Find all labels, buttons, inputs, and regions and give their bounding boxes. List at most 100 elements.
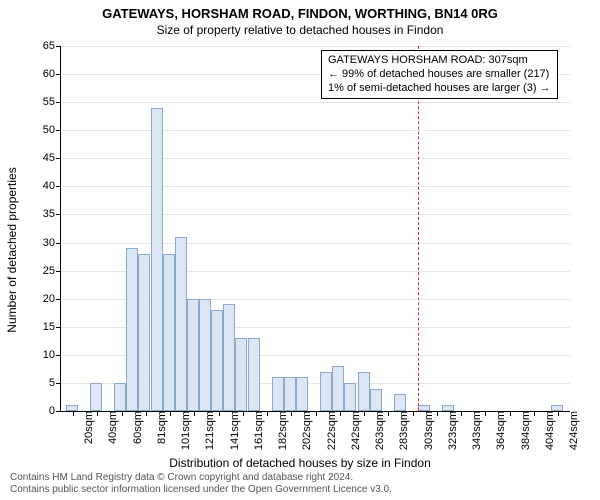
histogram-bar (394, 394, 406, 411)
histogram-bar (199, 299, 211, 411)
x-tick-label: 161sqm (247, 411, 265, 450)
x-tick-mark (219, 411, 220, 416)
y-tick-label: 60 (43, 68, 61, 80)
x-tick-mark (534, 411, 535, 416)
histogram-bar (320, 372, 332, 411)
x-tick-mark (461, 411, 462, 416)
gridline (61, 46, 570, 47)
x-tick-mark (558, 411, 559, 416)
chart-container: GATEWAYS, HORSHAM ROAD, FINDON, WORTHING… (0, 0, 600, 500)
x-tick-mark (437, 411, 438, 416)
callout-line: 1% of semi-detached houses are larger (3… (328, 82, 551, 96)
y-tick-label: 45 (43, 152, 61, 164)
gridline (61, 102, 570, 103)
chart-title-main: GATEWAYS, HORSHAM ROAD, FINDON, WORTHING… (0, 0, 600, 21)
x-tick-label: 404sqm (538, 411, 556, 450)
histogram-bar (332, 366, 344, 411)
histogram-bar (175, 237, 187, 411)
x-tick-label: 242sqm (344, 411, 362, 450)
y-tick-label: 25 (43, 265, 61, 277)
x-tick-mark (73, 411, 74, 416)
x-tick-mark (194, 411, 195, 416)
x-tick-label: 384sqm (514, 411, 532, 450)
histogram-bar (90, 383, 102, 411)
footer-line-2: Contains public sector information licen… (10, 484, 392, 496)
x-tick-label: 101sqm (174, 411, 192, 450)
x-tick-label: 81sqm (150, 411, 168, 444)
x-tick-label: 40sqm (101, 411, 119, 444)
x-tick-mark (122, 411, 123, 416)
histogram-bar (296, 377, 308, 411)
x-tick-label: 283sqm (392, 411, 410, 450)
footer-attribution: Contains HM Land Registry data © Crown c… (10, 472, 392, 496)
callout-line: ← 99% of detached houses are smaller (21… (328, 68, 551, 82)
y-tick-label: 35 (43, 208, 61, 220)
x-axis-label: Distribution of detached houses by size … (0, 456, 600, 470)
x-tick-label: 303sqm (417, 411, 435, 450)
y-tick-label: 50 (43, 124, 61, 136)
histogram-bar (151, 108, 163, 411)
histogram-bar (272, 377, 284, 411)
gridline (61, 130, 570, 131)
x-tick-label: 20sqm (77, 411, 95, 444)
x-tick-label: 263sqm (368, 411, 386, 450)
gridline (61, 158, 570, 159)
histogram-bar (358, 372, 370, 411)
x-tick-label: 202sqm (295, 411, 313, 450)
y-tick-label: 30 (43, 237, 61, 249)
y-axis-label: Number of detached properties (5, 85, 19, 250)
x-tick-mark (485, 411, 486, 416)
histogram-bar (114, 383, 126, 411)
x-tick-mark (291, 411, 292, 416)
histogram-bar (370, 389, 382, 411)
x-tick-label: 424sqm (562, 411, 580, 450)
x-tick-label: 121sqm (198, 411, 216, 450)
x-tick-mark (97, 411, 98, 416)
gridline (61, 243, 570, 244)
histogram-bar (66, 405, 78, 411)
y-tick-label: 5 (49, 377, 61, 389)
y-tick-label: 65 (43, 40, 61, 52)
histogram-bar (163, 254, 175, 411)
x-tick-mark (170, 411, 171, 416)
x-tick-mark (388, 411, 389, 416)
callout-line: GATEWAYS HORSHAM ROAD: 307sqm (328, 54, 551, 68)
y-tick-label: 0 (49, 405, 61, 417)
histogram-bar (248, 338, 260, 411)
histogram-bar (235, 338, 247, 411)
x-tick-label: 222sqm (320, 411, 338, 450)
chart-title-sub: Size of property relative to detached ho… (0, 21, 600, 37)
histogram-bar (187, 299, 199, 411)
x-tick-mark (340, 411, 341, 416)
histogram-bar (223, 304, 235, 411)
x-tick-mark (364, 411, 365, 416)
histogram-bar (211, 310, 223, 411)
x-tick-mark (146, 411, 147, 416)
callout-box: GATEWAYS HORSHAM ROAD: 307sqm← 99% of de… (321, 50, 558, 99)
gridline (61, 214, 570, 215)
x-tick-label: 141sqm (223, 411, 241, 450)
histogram-bar (126, 248, 138, 411)
x-tick-mark (267, 411, 268, 416)
histogram-bar (284, 377, 296, 411)
footer-line-1: Contains HM Land Registry data © Crown c… (10, 472, 392, 484)
y-tick-label: 40 (43, 180, 61, 192)
x-tick-label: 182sqm (271, 411, 289, 450)
plot-area: 0510152025303540455055606520sqm40sqm60sq… (60, 46, 570, 412)
subject-marker-line (418, 46, 419, 411)
y-tick-label: 55 (43, 96, 61, 108)
gridline (61, 186, 570, 187)
x-tick-label: 60sqm (126, 411, 144, 444)
x-tick-mark (316, 411, 317, 416)
y-tick-label: 20 (43, 293, 61, 305)
x-tick-label: 343sqm (465, 411, 483, 450)
x-tick-mark (413, 411, 414, 416)
x-tick-mark (243, 411, 244, 416)
x-tick-mark (510, 411, 511, 416)
x-tick-label: 364sqm (489, 411, 507, 450)
y-tick-label: 10 (43, 349, 61, 361)
y-tick-label: 15 (43, 321, 61, 333)
histogram-bar (138, 254, 150, 411)
x-tick-label: 323sqm (441, 411, 459, 450)
histogram-bar (344, 383, 356, 411)
